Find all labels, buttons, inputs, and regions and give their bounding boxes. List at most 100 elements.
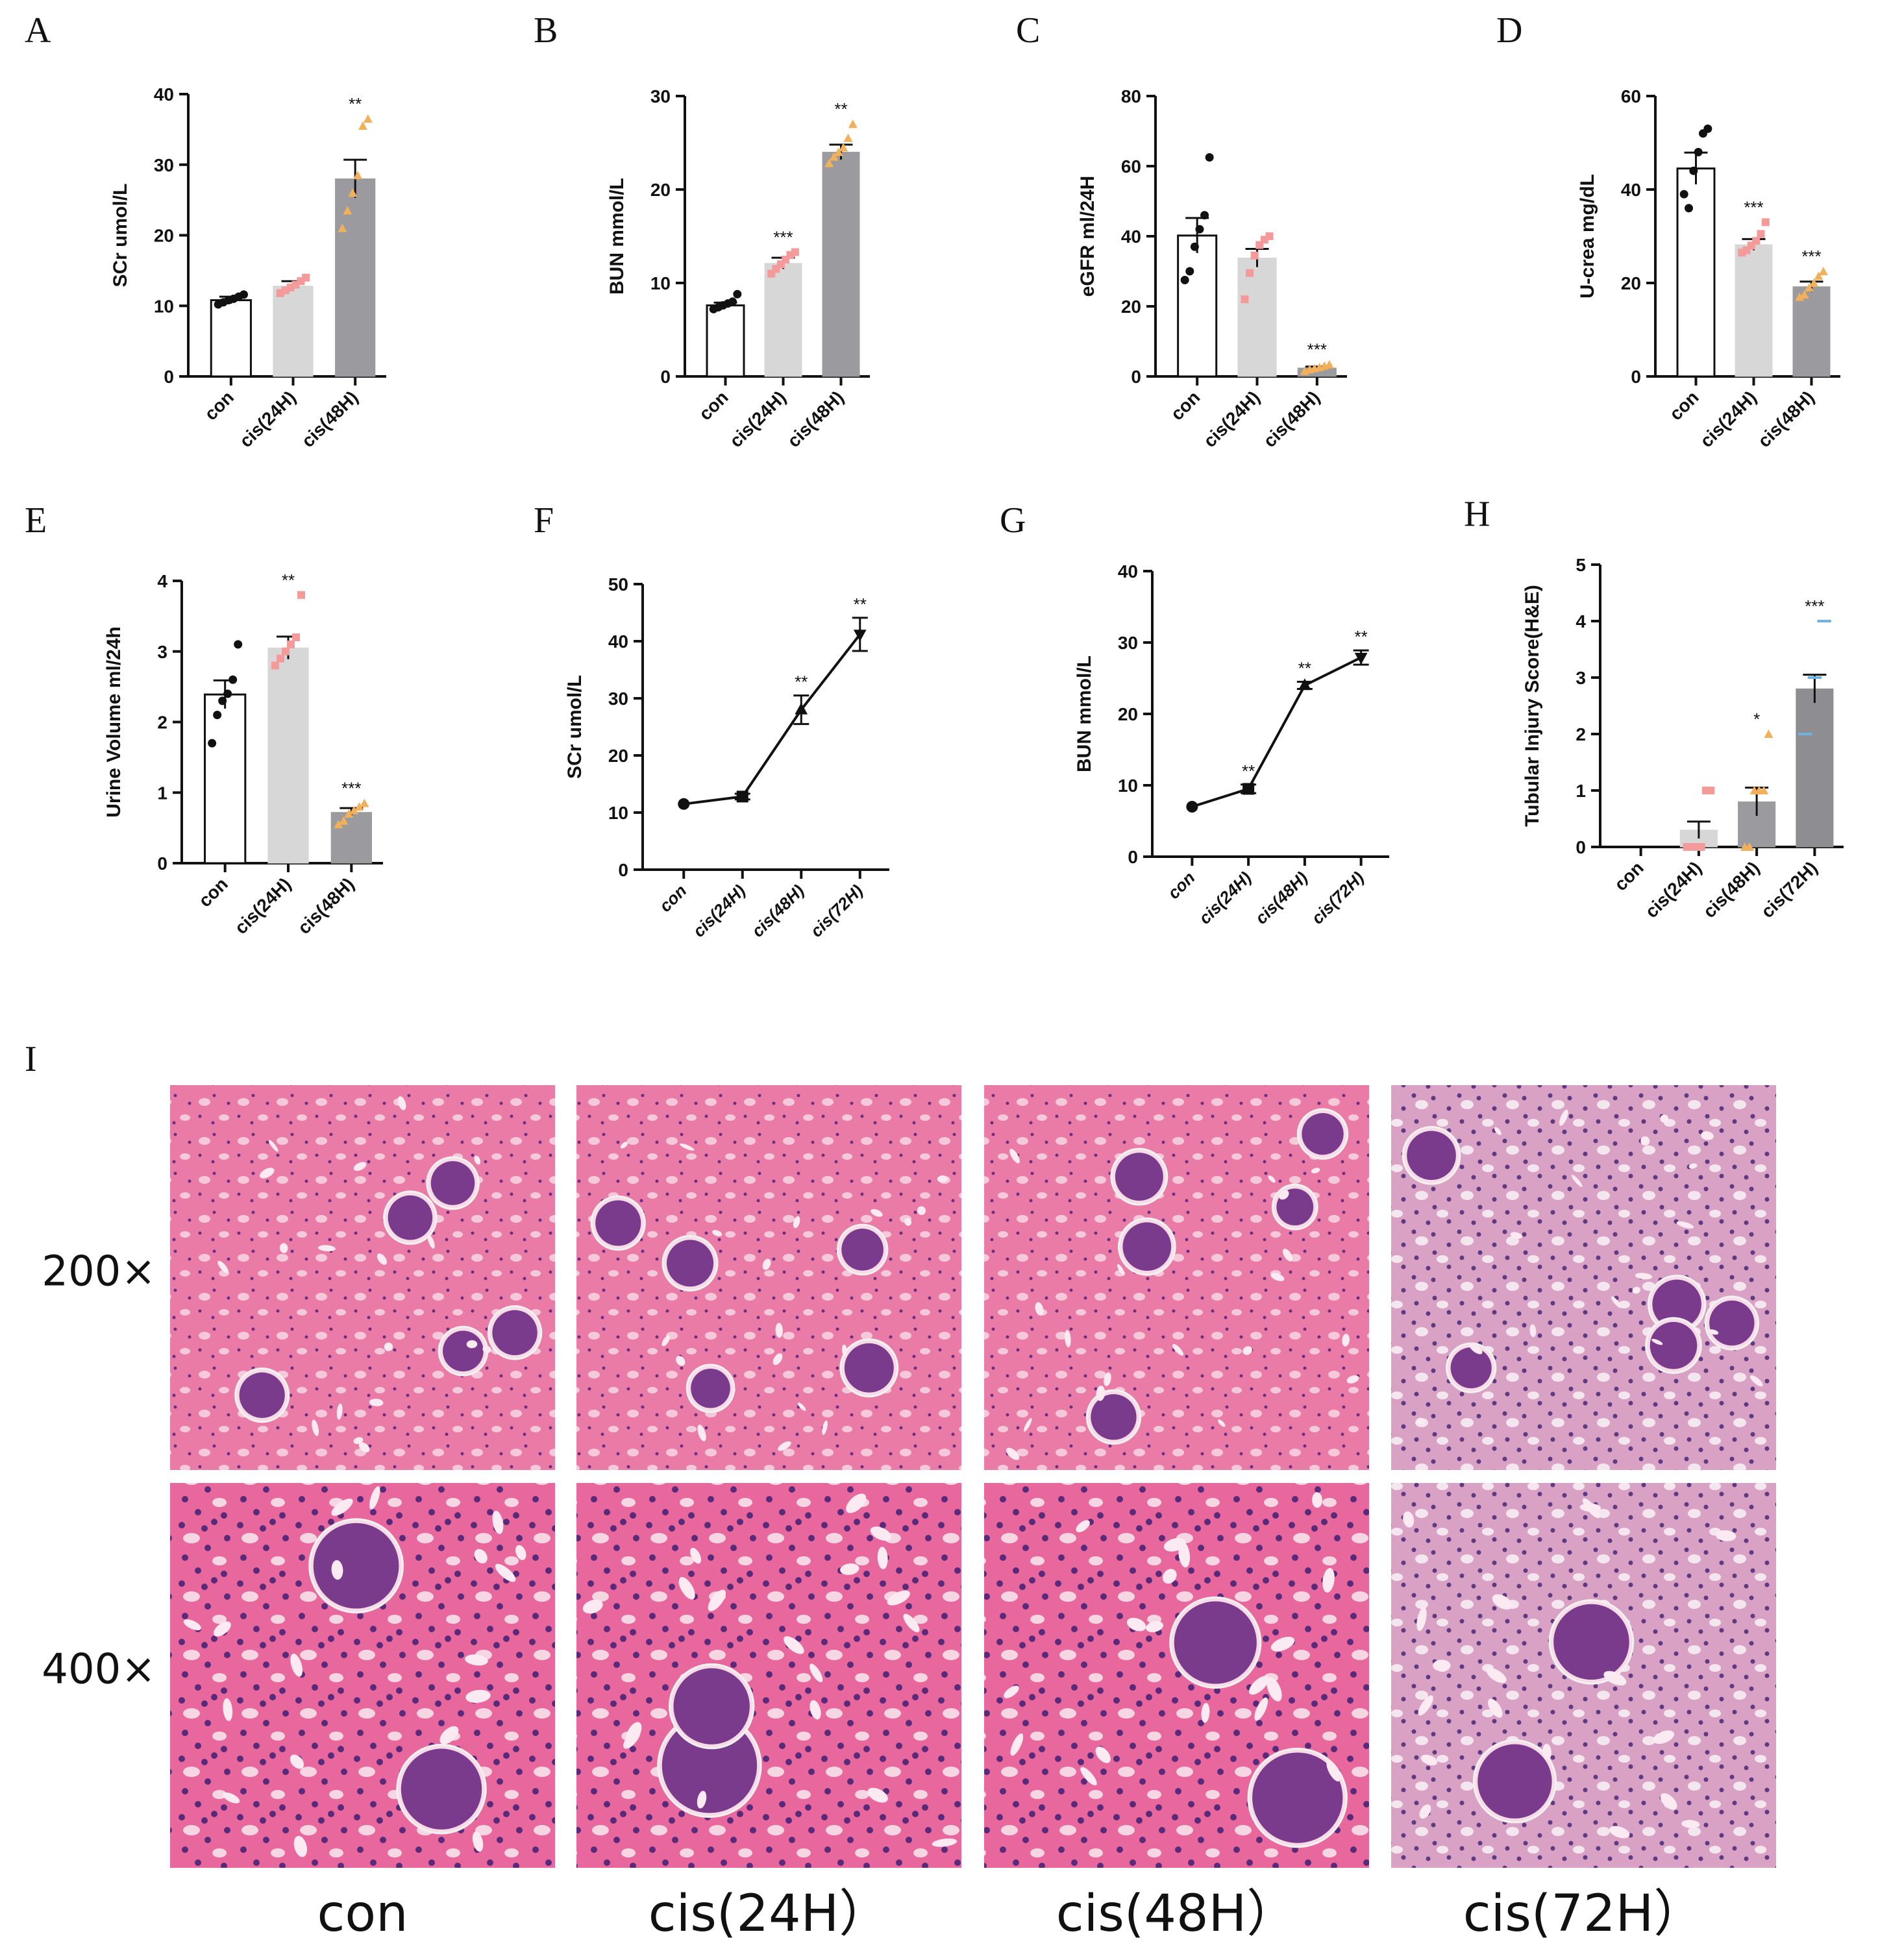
significance-label: ** [1355,627,1368,646]
y-axis-title: BUN mmol/L [1074,655,1095,772]
tubule-lumen [1254,1697,1268,1721]
bar [706,304,745,378]
tubule-lumen [1492,1594,1513,1610]
tubule-lumen [932,1838,958,1847]
tubule-lumen [775,1323,783,1338]
y-tick-label: 10 [154,296,174,316]
significance-label: ** [1242,761,1255,781]
data-point [271,661,279,670]
tubule-lumen [877,1547,888,1569]
tubule-lumen [1494,1127,1502,1135]
tubule-lumen [1163,1537,1186,1552]
y-tick-label: 80 [1121,86,1141,106]
tubule-lumen [1611,1296,1622,1308]
data-point [358,121,367,130]
y-tick-label: 2 [1576,724,1586,744]
tubule-lumen [1217,1419,1226,1427]
y-tick-label: 0 [1576,837,1586,857]
x-tick-label: cis(48H) [748,881,808,941]
tubule-lumen [846,1493,867,1513]
x-tick-label: con [1164,868,1199,903]
tubule-lumen [810,1700,821,1720]
glomerulus [1652,1279,1701,1329]
tubule-lumen [661,1335,671,1347]
glomerulus [313,1523,399,1609]
y-tick-label: 0 [157,853,167,874]
tubule-lumen [336,1403,343,1420]
tubule-lumen [784,1636,804,1654]
glomerulus [1650,1321,1698,1369]
data-point [1809,278,1819,287]
data-point [287,640,295,648]
tubule-lumen [472,1831,484,1852]
y-tick-label: 2 [157,713,167,733]
tubule-lumen [1750,1375,1763,1387]
tubule-lumen [840,1563,859,1575]
tubule-lumen [465,1689,491,1703]
glomerulus [401,1748,482,1830]
x-tick-label: cis(48H) [1699,857,1763,922]
data-point [1822,620,1831,622]
tubule-lumen [1282,1248,1293,1262]
tubule-lumen [369,1486,380,1510]
tubule-lumen [1510,1232,1522,1239]
data-point [1703,124,1712,133]
y-tick-label: 20 [1621,273,1641,293]
x-tick-label: cis(24H) [1200,387,1264,451]
significance-label: *** [341,779,361,798]
tubule-lumen [937,1175,948,1182]
tubule-lumen [1104,1372,1111,1386]
tubule-lumen [620,1142,628,1149]
tubule-lumen [1676,1221,1694,1229]
tubule-lumen [1095,1746,1111,1763]
tubule-lumen [1278,1190,1289,1200]
glomerulus [595,1200,641,1246]
tubule-lumen [1004,1685,1019,1698]
magnification-label-1: 200× [42,1247,156,1295]
tubule-lumen [466,1340,478,1349]
tubule-lumen [217,1260,229,1273]
tubule-lumen [887,1590,910,1606]
x-tick-label: cis(24H) [230,874,295,938]
x-tick-label: con [695,387,732,424]
data-point [839,143,848,152]
tubule-lumen [678,1576,695,1600]
tubule-lumen [904,1218,912,1226]
data-point [728,297,737,306]
tubule-lumen [1080,1767,1097,1785]
data-point [1195,225,1204,234]
micrograph-200x-col1 [170,1085,555,1470]
data-point [229,675,238,684]
tubule-lumen [1529,1324,1537,1338]
bar [210,299,252,378]
data-point [1812,676,1822,679]
bar [1237,257,1277,377]
tubule-lumen [465,1654,488,1666]
data-point [208,739,217,748]
chart-F: 0 10 20 30 40 50 SCr umol/L concis(24H)cis(48H)… [564,574,889,941]
y-tick-label: 3 [1576,668,1586,688]
micrograph-image [576,1085,961,1470]
tubule-lumen [1603,1671,1627,1686]
group-label-4: cis(72H） [1463,1885,1705,1943]
tubule-lumen [626,1722,642,1744]
panel-letters: A B C D E F G H I [25,10,1522,1079]
y-tick-label: 40 [608,631,628,652]
data-point [1694,147,1703,156]
tubule-lumen [1076,1520,1090,1532]
data-point [1185,267,1194,276]
glomerulus [443,1330,484,1372]
glomerulus [1553,1604,1629,1680]
glomerulus [1302,1113,1344,1155]
data-point [1246,269,1254,277]
tubule-lumen [772,1353,783,1366]
tubule-lumen [797,1403,806,1411]
tubule-lumen [290,1653,303,1677]
data-point [344,809,354,818]
micrograph-200x-col2 [576,1085,961,1470]
glomerulus [1477,1744,1552,1819]
tubule-lumen [1715,1530,1737,1541]
x-tick-label: cis(72H) [1757,857,1822,922]
y-tick-label: 0 [618,860,628,880]
tubule-lumen [384,1342,393,1351]
